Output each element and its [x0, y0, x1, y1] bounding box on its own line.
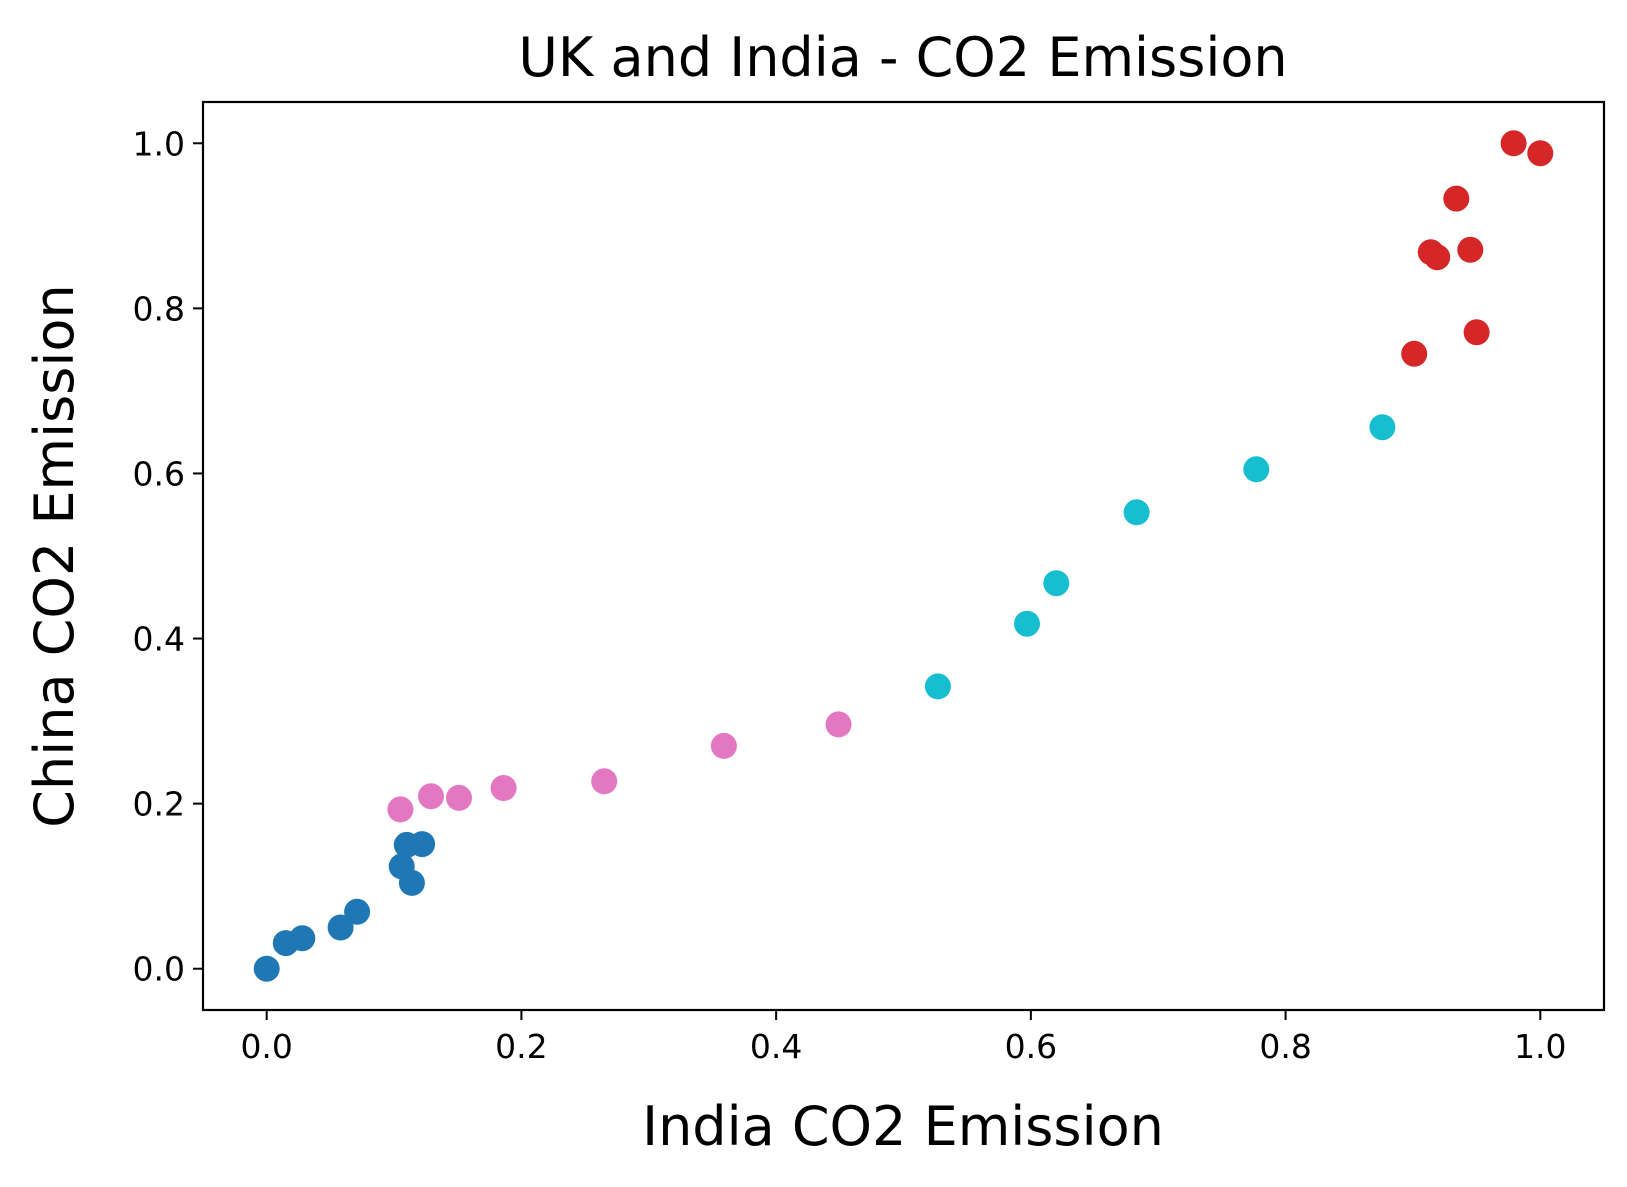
scatter-point [924, 673, 951, 700]
scatter-point [591, 768, 618, 795]
x-tick-label: 0.4 [750, 1027, 802, 1066]
scatter-point [446, 784, 472, 811]
scatter-point [327, 914, 354, 941]
y-tick-label: 0.6 [133, 454, 185, 493]
y-axis-label: China CO2 Emission [23, 284, 86, 827]
scatter-point [1043, 570, 1070, 597]
scatter-point [710, 732, 737, 759]
x-tick-label: 1.0 [1514, 1027, 1566, 1066]
scatter-point [1443, 185, 1470, 212]
y-tick-label: 1.0 [133, 124, 185, 163]
scatter-point [1457, 236, 1484, 263]
y-tick-label: 0.2 [133, 785, 185, 824]
y-tick-label: 0.4 [133, 620, 185, 659]
x-tick-label: 0.6 [1005, 1027, 1057, 1066]
x-tick-label: 0.8 [1259, 1027, 1311, 1066]
scatter-point [1463, 319, 1490, 346]
scatter-point [825, 711, 852, 738]
y-tick-label: 0.8 [133, 289, 185, 328]
scatter-point [387, 796, 414, 823]
x-tick-label: 0.2 [495, 1027, 547, 1066]
scatter-point [1424, 244, 1451, 271]
points-layer [253, 130, 1554, 982]
y-tick-label: 0.0 [133, 950, 185, 989]
chart-title: UK and India - CO2 Emission [518, 26, 1287, 89]
scatter-point [253, 955, 280, 982]
scatter-point [418, 783, 444, 810]
x-tick-label: 0.0 [240, 1027, 292, 1066]
scatter-point [409, 831, 436, 858]
scatter-point [1401, 340, 1428, 367]
scatter-point [1123, 499, 1150, 526]
scatter-point [1500, 130, 1527, 157]
plot-frame [201, 100, 1606, 1012]
scatter-point [289, 925, 316, 952]
x-axis-label: India CO2 Emission [642, 1095, 1164, 1158]
scatter-point [1243, 456, 1270, 483]
scatter-point [490, 775, 517, 801]
scatter-point [1527, 140, 1554, 167]
y-axis-ticks: 0.0 0.2 0.4 0.6 0.8 1.0 [133, 124, 203, 989]
scatter-point [344, 898, 371, 925]
scatter-point [1014, 610, 1040, 637]
scatter-point [1369, 414, 1396, 441]
x-axis-ticks: 0.0 0.2 0.4 0.6 0.8 1.0 [240, 1010, 1567, 1066]
scatter-point [398, 869, 425, 896]
